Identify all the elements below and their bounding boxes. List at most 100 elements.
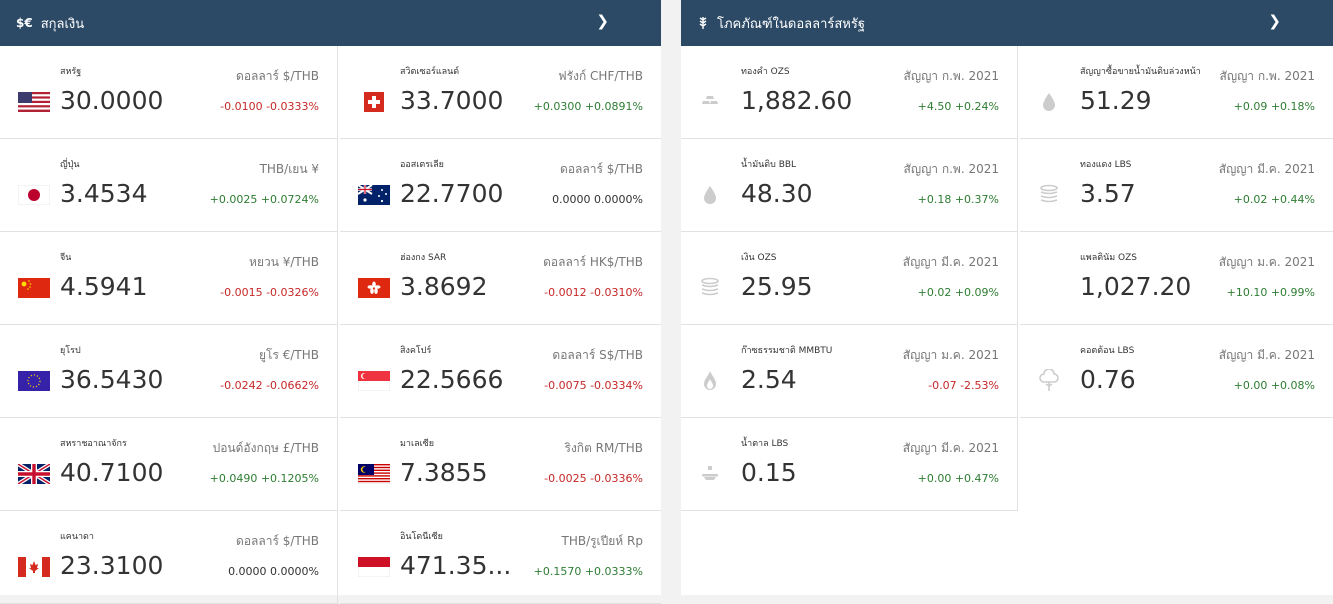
item-name: น้ำตาล LBS [741, 439, 789, 449]
item-change: -0.0242 -0.0662% [220, 379, 319, 392]
item-name: คอตต้อน LBS [1080, 346, 1135, 356]
item-unit: สัญญา ก.พ. 2021 [903, 162, 999, 176]
item-unit: สัญญา มี.ค. 2021 [902, 255, 999, 269]
cn-flag-icon [18, 278, 50, 298]
item-unit: ดอลลาร์ $/THB [236, 69, 319, 83]
item-unit: ดอลลาร์ S$/THB [552, 348, 643, 362]
quote-card[interactable]: แพลตินัม OZS 1,027.20 สัญญา ม.ค. 2021 +10.1… [1020, 232, 1333, 325]
currency-header[interactable]: $€ สกุลเงิน ❯ [0, 0, 661, 46]
quote-card[interactable]: ทองคำ OZS 1,882.60 สัญญา ก.พ. 2021 +4.50 +0… [681, 46, 1018, 139]
item-unit: สัญญา มี.ค. 2021 [1218, 348, 1315, 362]
quote-card[interactable]: เงิน OZS 25.95 สัญญา มี.ค. 2021 +0.02 +0.09… [681, 232, 1018, 325]
quote-card[interactable]: น้ำมันดิบ BBL 48.30 สัญญา ก.พ. 2021 +0.18 +… [681, 139, 1018, 232]
quote-card[interactable]: สัญญาซื้อขายน้ำมันดิบล่วงหน้า 51.29 สัญญา … [1020, 46, 1333, 139]
item-value: 3.57 [1080, 179, 1136, 208]
item-value: 33.7000 [400, 86, 504, 115]
item-change: -0.0015 -0.0326% [220, 286, 319, 299]
jp-flag-icon [17, 184, 51, 206]
item-name: เงิน OZS [741, 253, 777, 263]
quote-card[interactable]: ก๊าซธรรมชาติ MMBTU 2.54 สัญญา ม.ค. 2021 -0.… [681, 325, 1018, 418]
sugar-icon [699, 462, 721, 486]
item-name: ก๊าซธรรมชาติ MMBTU [741, 346, 833, 356]
chevron-right-icon[interactable]: ❯ [1268, 12, 1281, 30]
ca-flag-icon [18, 557, 50, 577]
item-change: -0.0100 -0.0333% [220, 100, 319, 113]
item-name: แคนาดา [60, 532, 94, 542]
item-value: 48.30 [741, 179, 813, 208]
item-name: อินโดนีเซีย [400, 532, 443, 542]
item-value: 1,027.20 [1080, 272, 1192, 301]
quote-card[interactable]: ญี่ปุ่น 3.4534 THB/เยน ¥ +0.0025 +0.0724% [0, 139, 338, 232]
quote-card[interactable]: มาเลเซีย 7.3855 ริงกิต RM/THB -0.0025 -0.03… [340, 418, 661, 511]
id-flag-icon [357, 556, 391, 578]
item-change: +10.10 +0.99% [1226, 286, 1315, 299]
currency-panel: $€ สกุลเงิน ❯ สหรัฐ 30.0000 ดอลลาร์ $/THB -… [0, 0, 661, 604]
item-unit: ดอลลาร์ $/THB [560, 162, 643, 176]
drop-icon [699, 183, 721, 207]
ch-flag-icon [358, 92, 390, 112]
item-change: +0.1570 +0.0333% [533, 565, 643, 578]
item-change: -0.0075 -0.0334% [544, 379, 643, 392]
item-name: แพลตินัม OZS [1080, 253, 1138, 263]
item-value: 3.4534 [60, 179, 148, 208]
item-value: 4.5941 [60, 272, 148, 301]
commodity-header[interactable]: โภคภัณฑ์ในดอลลาร์สหรัฐ ❯ [681, 0, 1333, 46]
sg-flag-icon [357, 370, 391, 392]
item-name: สิงคโปร์ [400, 346, 432, 356]
item-unit: สัญญา ม.ค. 2021 [1218, 255, 1315, 269]
quote-card[interactable]: สหรัฐ 30.0000 ดอลลาร์ $/THB -0.0100 -0.0333… [0, 46, 338, 139]
chevron-right-icon[interactable]: ❯ [596, 12, 609, 30]
item-name: สหรัฐ [60, 67, 82, 77]
item-name: สวิตเซอร์แลนด์ [400, 67, 460, 77]
quote-card[interactable]: สวิตเซอร์แลนด์ 33.7000 ฟรังก์ CHF/THB +0.03… [340, 46, 661, 139]
item-unit: สัญญา ก.พ. 2021 [1219, 69, 1315, 83]
item-change: -0.07 -2.53% [928, 379, 999, 392]
item-value: 2.54 [741, 365, 797, 394]
item-change: +0.0300 +0.0891% [533, 100, 643, 113]
quote-card[interactable]: ออสเตรเลีย 22.7700 ดอลลาร์ $/THB 0.0000 0.0… [340, 139, 661, 232]
eu-flag-icon [18, 371, 50, 391]
item-unit: สัญญา ก.พ. 2021 [903, 69, 999, 83]
hk-flag-icon [358, 278, 390, 298]
quote-card[interactable]: คอตต้อน LBS 0.76 สัญญา มี.ค. 2021 +0.00 +0.… [1020, 325, 1333, 418]
quote-card[interactable]: น้ำตาล LBS 0.15 สัญญา มี.ค. 2021 +0.00 +0.4… [681, 418, 1018, 511]
item-unit: ริงกิต RM/THB [564, 441, 644, 455]
item-value: 471.35... [400, 551, 512, 580]
item-name: ยุโรป [60, 346, 81, 356]
item-change: +0.09 +0.18% [1233, 100, 1315, 113]
item-value: 7.3855 [400, 458, 488, 487]
item-value: 36.5430 [60, 365, 164, 394]
item-value: 51.29 [1080, 86, 1152, 115]
item-value: 30.0000 [60, 86, 164, 115]
quote-card[interactable]: อินโดนีเซีย 471.35... THB/รูเปียห์ Rp +0.15… [340, 511, 661, 604]
item-value: 22.5666 [400, 365, 504, 394]
au-flag-icon [357, 184, 390, 205]
currency-title: สกุลเงิน [40, 16, 85, 32]
quote-card[interactable]: ทองแดง LBS 3.57 สัญญา มี.ค. 2021 +0.02 +0.4… [1020, 139, 1333, 232]
quote-card[interactable]: สหราชอาณาจักร 40.7100 ปอนด์อังกฤษ £/THB +0.… [0, 418, 338, 511]
item-change: +0.02 +0.44% [1233, 193, 1315, 206]
item-change: +0.0490 +0.1205% [209, 472, 319, 485]
quote-card[interactable]: สิงคโปร์ 22.5666 ดอลลาร์ S$/THB -0.0075 -0.… [340, 325, 661, 418]
item-change: +0.00 +0.08% [1233, 379, 1315, 392]
my-flag-icon [357, 463, 391, 485]
gb-flag-icon [16, 462, 52, 486]
item-value: 1,882.60 [741, 86, 853, 115]
item-unit: ยูโร €/THB [259, 348, 319, 362]
item-unit: หยวน ¥/THB [249, 255, 319, 269]
item-value: 25.95 [741, 272, 813, 301]
item-change: 0.0000 0.0000% [552, 193, 643, 206]
item-name: สหราชอาณาจักร [60, 439, 127, 449]
us-flag-icon [18, 92, 50, 112]
item-unit: ฟรังก์ CHF/THB [558, 69, 643, 83]
item-unit: สัญญา มี.ค. 2021 [1218, 162, 1315, 176]
coins-icon [1038, 183, 1060, 207]
quote-card[interactable]: จีน 4.5941 หยวน ¥/THB -0.0015 -0.0326% [0, 232, 338, 325]
item-change: -0.0012 -0.0310% [544, 286, 643, 299]
quote-card[interactable]: ยุโรป 36.5430 ยูโร €/THB -0.0242 -0.0662% [0, 325, 338, 418]
quote-card[interactable]: แคนาดา 23.3100 ดอลลาร์ $/THB 0.0000 0.0000% [0, 511, 338, 604]
currency-icon: $€ [16, 16, 33, 30]
item-value: 0.15 [741, 458, 797, 487]
item-unit: ดอลลาร์ $/THB [236, 534, 319, 548]
quote-card[interactable]: ฮ่องกง SAR 3.8692 ดอลลาร์ HK$/THB -0.0012 -… [340, 232, 661, 325]
